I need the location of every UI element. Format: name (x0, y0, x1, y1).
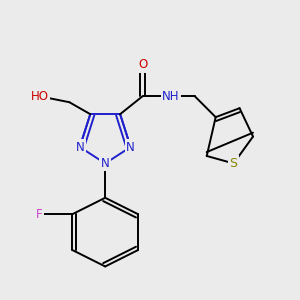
Text: HO: HO (31, 90, 49, 103)
Text: N: N (76, 140, 84, 154)
Text: S: S (230, 157, 238, 170)
Text: O: O (138, 58, 147, 71)
Text: F: F (36, 208, 43, 221)
Text: NH: NH (162, 90, 180, 103)
Text: N: N (126, 140, 135, 154)
Text: N: N (101, 157, 110, 170)
